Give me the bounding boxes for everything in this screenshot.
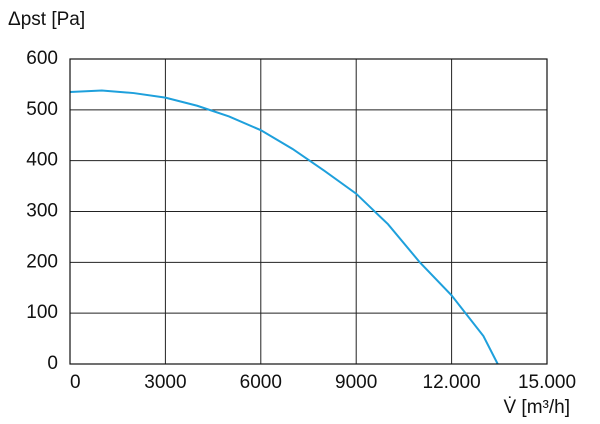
y-tick-label: 100: [26, 302, 58, 323]
x-axis-label: V̇ [m³/h]: [503, 397, 570, 418]
y-tick-label: 300: [26, 201, 58, 222]
y-tick-label: 0: [47, 353, 58, 374]
y-tick-label: 400: [26, 150, 58, 171]
plot-frame: [69, 58, 548, 365]
y-tick-label: 500: [26, 99, 58, 120]
y-axis-label: Δpst [Pa]: [8, 9, 85, 30]
curve: [69, 89, 499, 365]
x-tick-label: 9000: [335, 372, 377, 393]
x-tick-label: 3000: [144, 372, 186, 393]
x-tick-label: 15.000: [518, 372, 576, 393]
y-tick-label: 600: [26, 48, 58, 69]
y-tick-label: 200: [26, 251, 58, 272]
x-tick-label: 12.000: [423, 372, 481, 393]
x-tick-label: 6000: [240, 372, 282, 393]
x-tick-label: 0: [70, 372, 81, 393]
